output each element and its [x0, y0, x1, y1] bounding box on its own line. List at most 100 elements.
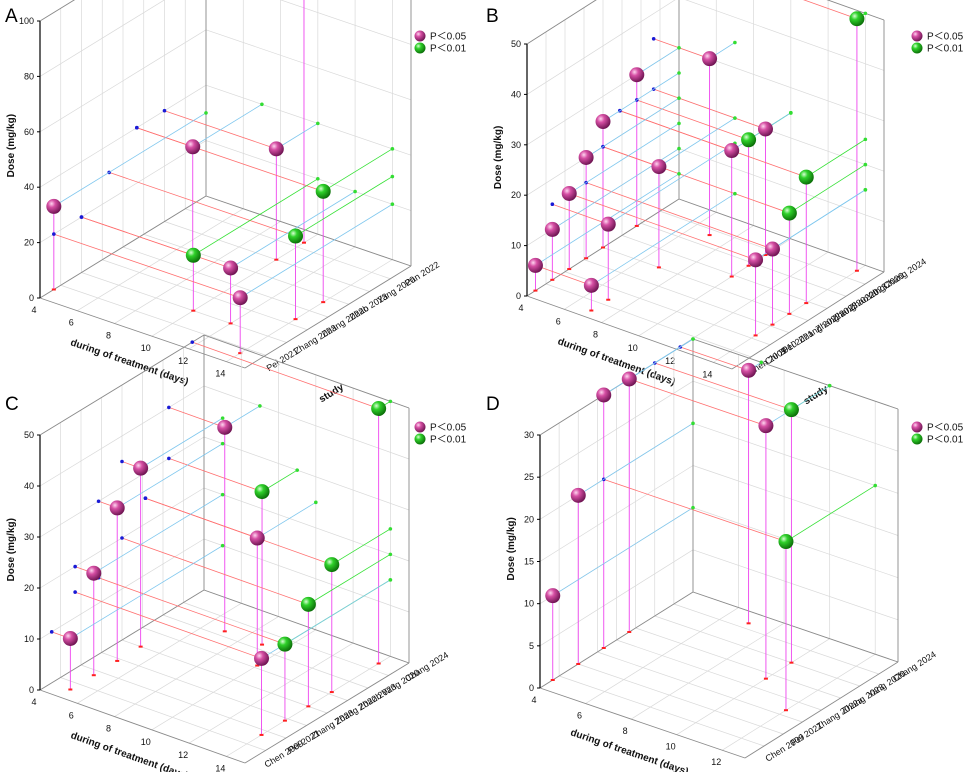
- projection-dot: [390, 202, 395, 207]
- floor-marker: [854, 269, 859, 272]
- legend-swatch-p005: [911, 30, 923, 42]
- floor-marker: [634, 224, 639, 227]
- projection-line: [603, 478, 787, 542]
- projection-dot: [388, 527, 393, 531]
- grid-line: [692, 507, 899, 578]
- legend: P＜0.05P＜0.01: [414, 421, 467, 446]
- floor-marker: [228, 322, 233, 325]
- projection-line: [168, 407, 225, 428]
- data-point-p005: [741, 362, 757, 378]
- projection-line: [168, 458, 263, 492]
- projection-dot: [390, 174, 395, 179]
- axis-edge: [203, 334, 410, 409]
- projection-dot: [677, 146, 681, 151]
- x-tick-label: 8: [106, 330, 111, 340]
- projection-dot: [863, 187, 868, 192]
- data-point-p001: [741, 132, 757, 148]
- grid-line: [122, 246, 329, 318]
- data-markers: [527, 11, 865, 293]
- floor-marker: [729, 275, 734, 278]
- grid-line: [692, 423, 899, 494]
- x-tick-label: 10: [141, 343, 151, 353]
- grid-line: [205, 84, 412, 156]
- floor-marker: [376, 662, 381, 665]
- projection-dot: [863, 162, 868, 167]
- legend-label-p005: P＜0.05: [927, 32, 964, 43]
- projection-line: [591, 193, 736, 286]
- projection-line: [535, 265, 592, 286]
- projection-line: [145, 497, 332, 565]
- floor-marker: [576, 663, 581, 665]
- y-tick-label: 0: [516, 291, 521, 301]
- projection-line: [654, 362, 792, 411]
- floor-marker: [746, 622, 751, 625]
- projection-dot: [863, 11, 868, 16]
- projection-dot: [691, 505, 695, 510]
- projection-line: [806, 139, 866, 178]
- grid-line: [621, 235, 828, 309]
- legend-label-p005: P＜0.05: [927, 423, 964, 434]
- x-tick-label: 8: [106, 724, 111, 734]
- legend-label-p001: P＜0.01: [430, 435, 467, 446]
- floor-marker: [321, 301, 326, 304]
- legend-label-p005: P＜0.05: [430, 32, 467, 43]
- grid-line: [142, 627, 348, 701]
- projection-dot: [677, 121, 681, 126]
- projection-dot: [79, 215, 84, 219]
- data-point-p005: [86, 565, 102, 581]
- y-tick-label: 10: [524, 599, 534, 609]
- projection-line: [116, 443, 223, 509]
- legend-swatch-p001: [911, 433, 923, 445]
- axis-edge: [39, 297, 246, 369]
- data-point-p005: [545, 588, 561, 604]
- projection-dot: [789, 111, 793, 115]
- y-tick-label: 20: [511, 190, 521, 200]
- grid-line: [640, 222, 847, 297]
- y-tick-label: 15: [524, 557, 534, 567]
- grid-line: [162, 614, 369, 689]
- projection-line: [608, 142, 736, 225]
- axis-edge: [39, 589, 205, 691]
- projection-dot: [873, 483, 878, 488]
- projection-line: [193, 178, 319, 256]
- x-tick-label: 10: [141, 737, 151, 747]
- data-point-p005: [758, 418, 774, 434]
- grid-line: [692, 465, 899, 536]
- floor-marker: [804, 302, 809, 305]
- x-tick-label: 4: [31, 697, 36, 707]
- data-point-p001: [315, 183, 331, 199]
- projection-dot: [162, 108, 167, 113]
- floor-marker: [301, 241, 306, 244]
- legend-swatch-p005: [911, 421, 923, 433]
- projection-dot: [120, 459, 124, 464]
- axis-edge: [205, 195, 412, 267]
- axis-edge: [244, 662, 410, 764]
- projection-dot: [353, 189, 357, 194]
- y-tick-label: 10: [24, 634, 34, 644]
- floor-marker: [91, 674, 96, 677]
- data-point-p005: [596, 387, 612, 403]
- x-axis-title: during of treatment (days): [556, 336, 676, 388]
- grid-line: [121, 639, 328, 714]
- axis-edge: [678, 198, 885, 273]
- data-point-p005: [724, 143, 740, 159]
- x-tick-label: 14: [702, 369, 712, 379]
- grid-line: [203, 385, 410, 460]
- floor-marker: [627, 631, 632, 633]
- y-tick-label: 50: [511, 39, 521, 49]
- data-point-p001: [781, 205, 797, 221]
- projection-dot: [677, 96, 681, 100]
- y-tick-label: 100: [19, 16, 34, 26]
- x-tick-label: 4: [31, 305, 36, 315]
- grid-line: [205, 29, 412, 101]
- projection-line: [257, 501, 317, 539]
- projection-line: [602, 146, 790, 214]
- y-tick-label: 0: [29, 685, 34, 695]
- projection-dot: [677, 71, 681, 75]
- x-tick-label: 6: [69, 710, 74, 720]
- y-axis-title: Dose (mg/kg): [493, 126, 504, 189]
- projection-line: [619, 110, 807, 178]
- projection-dot: [550, 202, 555, 207]
- projection-dot: [388, 578, 393, 582]
